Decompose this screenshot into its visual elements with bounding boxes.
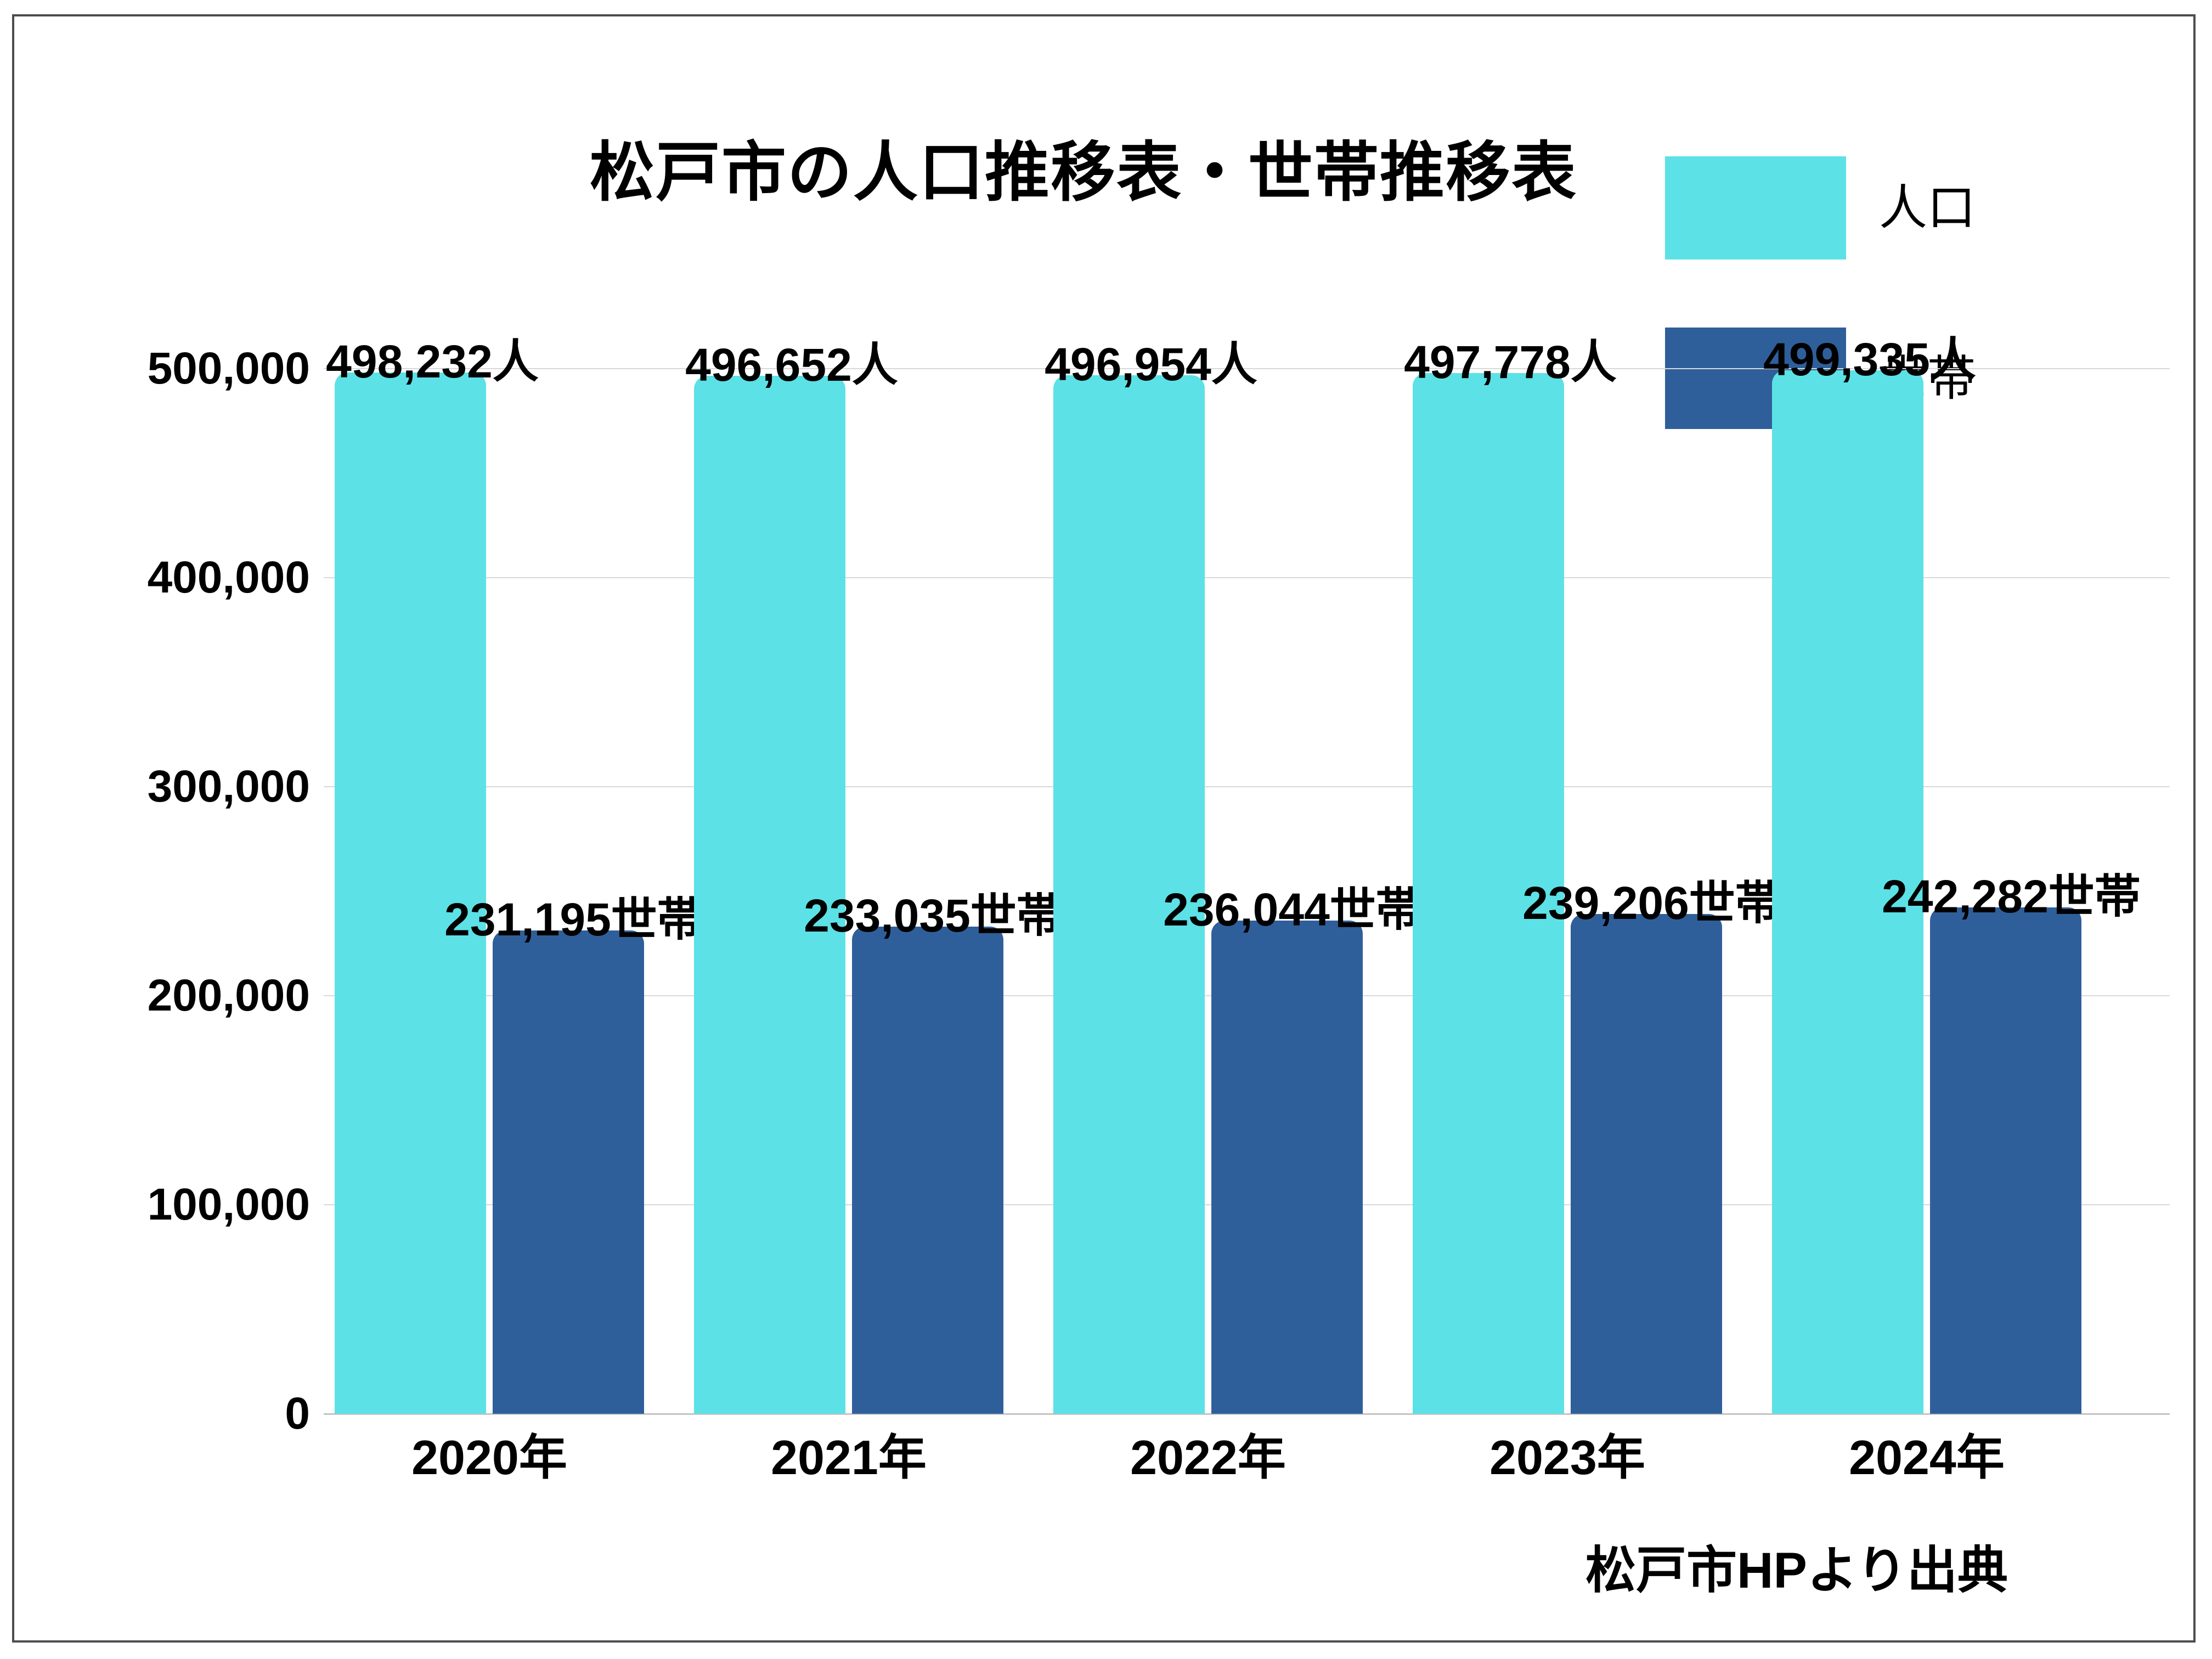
y-axis-tick-label: 500,000 [147,343,310,393]
population-value-label: 496,652人 [685,338,898,391]
population-bar [1053,375,1205,1414]
population-bar [694,375,845,1414]
household-bar [1930,907,2081,1414]
y-axis-tick-label: 400,000 [147,552,310,602]
legend-swatch-population [1665,156,1846,259]
chart-title: 松戸市の人口推移表・世帯推移表 [589,137,1577,209]
gridline [324,786,2170,787]
x-axis-line [324,1413,2170,1415]
population-bar [1413,373,1564,1414]
household-bar [852,927,1003,1414]
household-value-label: 239,206世帯 [1522,877,1781,929]
household-value-label: 242,282世帯 [1882,870,2141,922]
population-value-label: 498,232人 [326,335,539,387]
y-axis-tick-label: 300,000 [147,761,310,811]
household-value-label: 236,044世帯 [1163,883,1422,935]
household-value-label: 231,195世帯 [444,894,703,946]
gridline [324,368,2170,369]
y-axis-tick-label: 100,000 [147,1180,310,1229]
gridline [324,577,2170,578]
household-bar [493,930,644,1414]
population-bar [1772,370,1923,1414]
household-bar [1571,913,1722,1414]
population-bar [335,372,486,1414]
x-axis-year-label: 2020年 [411,1430,567,1485]
population-value-label: 497,778人 [1404,336,1617,388]
x-axis-year-label: 2022年 [1130,1430,1286,1485]
y-axis-tick-label: 0 [285,1389,310,1438]
household-bar [1211,920,1363,1414]
y-axis-tick-label: 200,000 [147,970,310,1020]
x-axis-year-label: 2021年 [771,1430,927,1485]
legend-label-population: 人口 [1879,180,1976,235]
household-value-label: 233,035世帯 [804,890,1063,942]
x-axis-year-label: 2024年 [1849,1430,2005,1485]
x-axis-year-label: 2023年 [1489,1430,1645,1485]
source-caption: 松戸市HPより出典 [1585,1543,2008,1599]
population-value-label: 496,954人 [1045,338,1257,390]
population-value-label: 499,335人 [1763,333,1976,385]
